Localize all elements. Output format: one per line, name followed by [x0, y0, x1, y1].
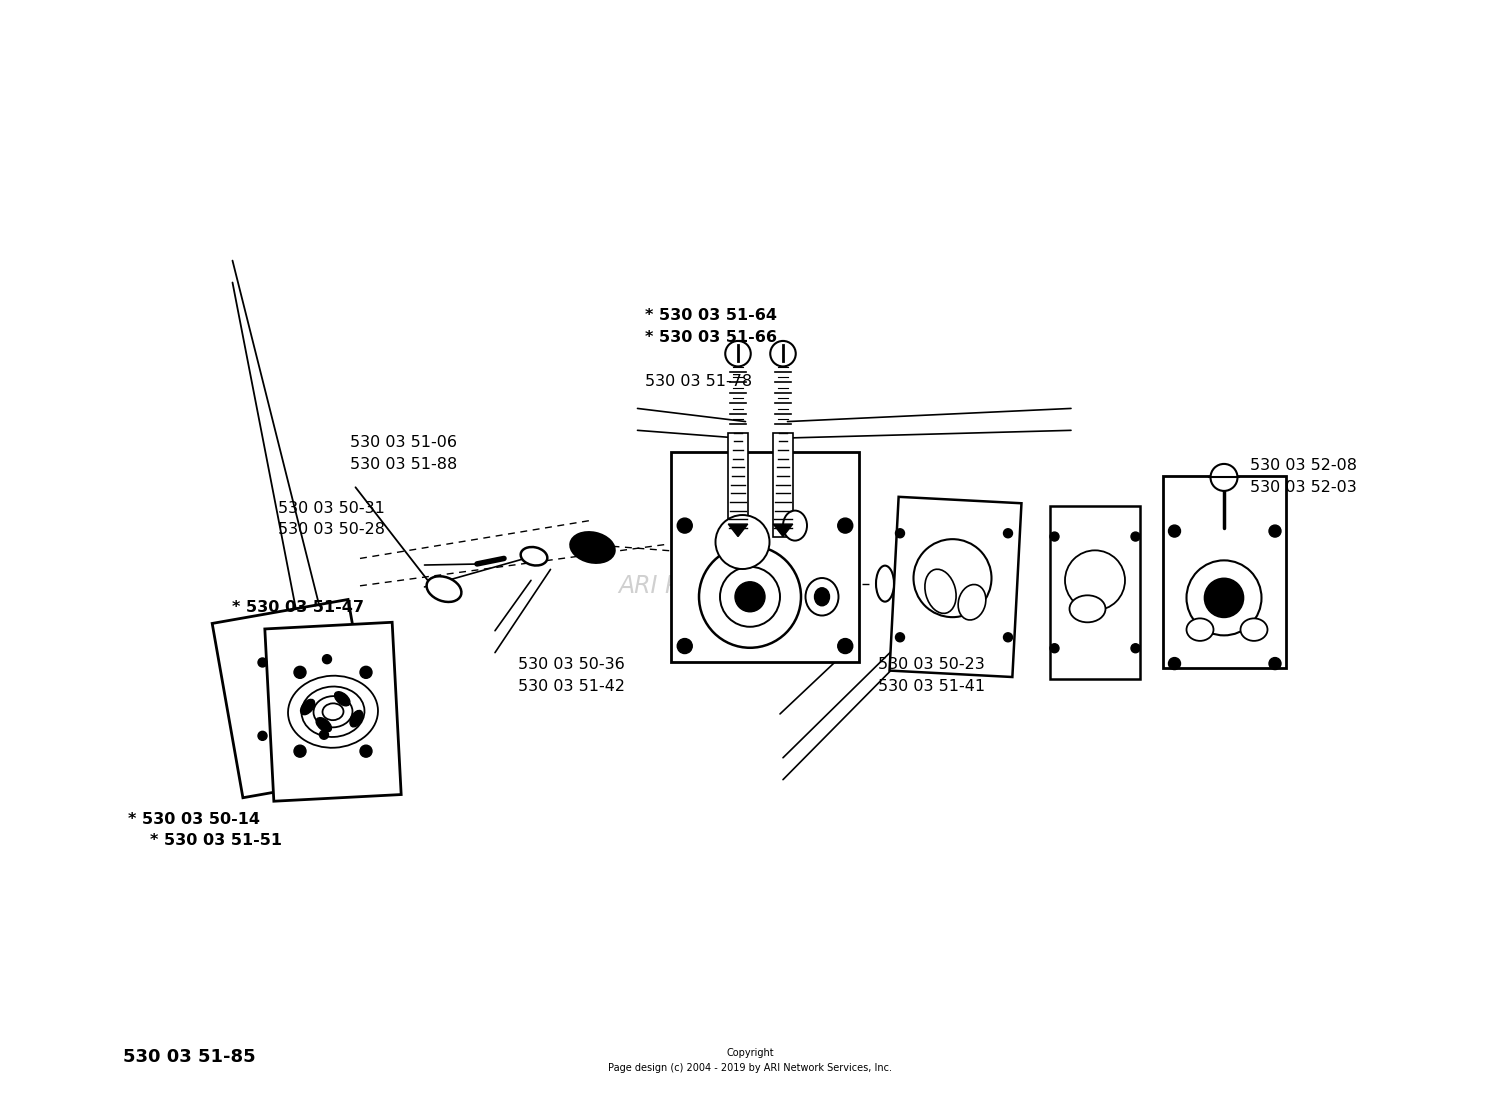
Circle shape: [320, 730, 328, 739]
Circle shape: [1050, 644, 1059, 653]
Text: * 530 03 51-47: * 530 03 51-47: [232, 600, 364, 615]
Circle shape: [896, 633, 904, 642]
Circle shape: [1004, 529, 1013, 538]
Polygon shape: [266, 622, 400, 802]
Ellipse shape: [815, 588, 830, 606]
Text: 530 03 50-28: 530 03 50-28: [278, 522, 384, 538]
Circle shape: [294, 746, 306, 757]
Ellipse shape: [1070, 596, 1106, 622]
Ellipse shape: [570, 532, 615, 563]
Circle shape: [322, 655, 332, 664]
Circle shape: [720, 567, 780, 626]
Ellipse shape: [288, 676, 378, 748]
Text: 530 03 52-03: 530 03 52-03: [1250, 480, 1356, 495]
Text: 530 03 50-36: 530 03 50-36: [518, 657, 624, 672]
Circle shape: [837, 638, 852, 654]
Circle shape: [699, 545, 801, 648]
Circle shape: [678, 518, 692, 533]
Circle shape: [1065, 551, 1125, 610]
Ellipse shape: [300, 700, 315, 715]
Circle shape: [258, 658, 267, 667]
Text: 530 03 50-23: 530 03 50-23: [878, 657, 984, 672]
Ellipse shape: [926, 569, 956, 613]
Text: 530 03 51-85: 530 03 51-85: [123, 1048, 255, 1065]
FancyBboxPatch shape: [1162, 476, 1286, 668]
Ellipse shape: [316, 717, 332, 731]
Ellipse shape: [520, 548, 548, 565]
Circle shape: [837, 518, 852, 533]
Ellipse shape: [350, 711, 363, 727]
Text: * 530 03 51-64: * 530 03 51-64: [645, 308, 777, 323]
Ellipse shape: [806, 578, 838, 615]
Text: * 530 03 51-66: * 530 03 51-66: [645, 330, 777, 345]
Text: 530 03 51-42: 530 03 51-42: [518, 679, 624, 694]
Circle shape: [1131, 644, 1140, 653]
Circle shape: [258, 731, 267, 740]
FancyBboxPatch shape: [672, 452, 858, 662]
Circle shape: [1131, 532, 1140, 541]
Text: Page design (c) 2004 - 2019 by ARI Network Services, Inc.: Page design (c) 2004 - 2019 by ARI Netwo…: [608, 1062, 892, 1073]
Circle shape: [1269, 526, 1281, 537]
Polygon shape: [211, 599, 380, 798]
Ellipse shape: [958, 585, 986, 620]
Text: 530 03 51-88: 530 03 51-88: [350, 457, 456, 472]
Text: Copyright: Copyright: [726, 1048, 774, 1059]
Text: 530 03 51-41: 530 03 51-41: [878, 679, 984, 694]
Circle shape: [294, 667, 306, 678]
Ellipse shape: [783, 510, 807, 541]
Circle shape: [1168, 658, 1180, 669]
Polygon shape: [774, 525, 792, 537]
Polygon shape: [729, 433, 747, 537]
Polygon shape: [774, 433, 792, 537]
Text: ARI PartStream™: ARI PartStream™: [618, 574, 822, 598]
Circle shape: [735, 581, 765, 612]
Circle shape: [726, 341, 750, 367]
Ellipse shape: [314, 696, 352, 727]
Circle shape: [678, 638, 692, 654]
Circle shape: [716, 515, 770, 569]
Ellipse shape: [426, 576, 462, 602]
Ellipse shape: [1186, 619, 1214, 641]
Circle shape: [1269, 658, 1281, 669]
Polygon shape: [729, 525, 747, 537]
Ellipse shape: [334, 692, 350, 706]
Text: * 530 03 51-51: * 530 03 51-51: [150, 833, 282, 849]
Circle shape: [1210, 464, 1237, 491]
Circle shape: [360, 746, 372, 757]
Polygon shape: [1050, 506, 1140, 679]
Ellipse shape: [1240, 619, 1268, 641]
Circle shape: [1004, 633, 1013, 642]
Circle shape: [360, 667, 372, 678]
Ellipse shape: [876, 566, 894, 601]
Text: 530 03 51-78: 530 03 51-78: [645, 373, 752, 389]
Circle shape: [1168, 526, 1180, 537]
Circle shape: [914, 539, 992, 618]
Circle shape: [896, 529, 904, 538]
Text: 530 03 51-06: 530 03 51-06: [350, 435, 456, 450]
Circle shape: [771, 341, 795, 367]
Circle shape: [1186, 561, 1262, 635]
Text: * 530 03 50-14: * 530 03 50-14: [128, 811, 260, 827]
Circle shape: [1050, 532, 1059, 541]
Text: 530 03 50-31: 530 03 50-31: [278, 500, 384, 516]
Text: 530 03 52-08: 530 03 52-08: [1250, 458, 1356, 473]
Circle shape: [1204, 578, 1243, 618]
Ellipse shape: [322, 703, 344, 721]
Ellipse shape: [302, 687, 364, 737]
Polygon shape: [890, 497, 1022, 677]
